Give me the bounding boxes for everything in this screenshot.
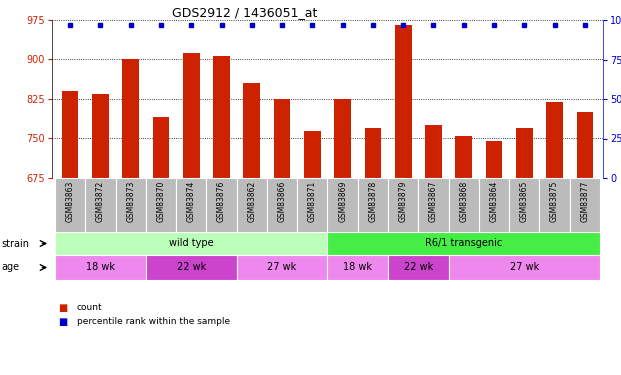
Text: GSM83866: GSM83866 — [278, 181, 286, 222]
Text: R6/1 transgenic: R6/1 transgenic — [425, 238, 502, 249]
Bar — [122, 60, 139, 178]
Text: GSM83864: GSM83864 — [489, 181, 499, 222]
Bar — [486, 141, 502, 178]
Bar — [55, 178, 85, 233]
Bar — [116, 178, 146, 233]
Bar — [55, 232, 327, 255]
Text: GSM83873: GSM83873 — [126, 181, 135, 222]
Text: wild type: wild type — [169, 238, 214, 249]
Bar — [419, 178, 448, 233]
Bar — [62, 91, 78, 178]
Text: 18 wk: 18 wk — [343, 262, 372, 273]
Text: GSM83878: GSM83878 — [368, 181, 378, 222]
Text: 27 wk: 27 wk — [268, 262, 297, 273]
Bar — [85, 178, 116, 233]
Bar — [395, 25, 412, 178]
Bar — [183, 53, 199, 178]
Bar — [334, 99, 351, 178]
Text: GSM83862: GSM83862 — [247, 181, 256, 222]
Text: GSM83871: GSM83871 — [308, 181, 317, 222]
Bar — [327, 255, 388, 280]
Bar — [176, 178, 206, 233]
Text: count: count — [77, 303, 102, 312]
Text: GSM83875: GSM83875 — [550, 181, 559, 222]
Text: GSM83877: GSM83877 — [581, 181, 589, 222]
Text: GSM83879: GSM83879 — [399, 181, 408, 222]
Bar — [274, 99, 291, 178]
Bar — [153, 117, 170, 178]
Text: GSM83863: GSM83863 — [66, 181, 75, 222]
Bar — [546, 102, 563, 178]
Bar — [388, 178, 419, 233]
Bar — [327, 232, 600, 255]
Bar — [365, 128, 381, 178]
Text: ■: ■ — [58, 303, 68, 313]
Bar — [448, 255, 600, 280]
Text: GSM83867: GSM83867 — [429, 181, 438, 222]
Text: ■: ■ — [58, 317, 68, 327]
Text: GSM83868: GSM83868 — [460, 181, 468, 222]
Text: strain: strain — [2, 238, 30, 249]
Bar — [509, 178, 540, 233]
Bar — [92, 94, 109, 178]
Bar — [267, 178, 297, 233]
Bar — [540, 178, 569, 233]
Bar — [146, 255, 237, 280]
Bar — [358, 178, 388, 233]
Text: GSM83872: GSM83872 — [96, 181, 105, 222]
Bar — [516, 128, 533, 178]
Bar — [237, 178, 267, 233]
Bar — [304, 130, 320, 178]
Bar — [146, 178, 176, 233]
Text: 18 wk: 18 wk — [86, 262, 115, 273]
Bar — [455, 136, 472, 178]
Bar — [243, 83, 260, 178]
Bar — [213, 56, 230, 178]
Bar — [569, 178, 600, 233]
Bar — [425, 125, 442, 178]
Text: GSM83874: GSM83874 — [187, 181, 196, 222]
Bar — [237, 255, 327, 280]
Text: GSM83869: GSM83869 — [338, 181, 347, 222]
Text: GSM83865: GSM83865 — [520, 181, 529, 222]
Text: 22 wk: 22 wk — [176, 262, 206, 273]
Text: 27 wk: 27 wk — [510, 262, 539, 273]
Text: 22 wk: 22 wk — [404, 262, 433, 273]
Bar — [479, 178, 509, 233]
Bar — [327, 178, 358, 233]
Bar — [297, 178, 327, 233]
Bar — [206, 178, 237, 233]
Text: percentile rank within the sample: percentile rank within the sample — [77, 318, 230, 327]
Text: GSM83870: GSM83870 — [156, 181, 165, 222]
Text: GDS2912 / 1436051_at: GDS2912 / 1436051_at — [172, 6, 317, 19]
Bar — [448, 178, 479, 233]
Bar — [55, 255, 146, 280]
Text: age: age — [2, 262, 20, 273]
Bar — [388, 255, 448, 280]
Bar — [576, 112, 593, 178]
Text: GSM83876: GSM83876 — [217, 181, 226, 222]
